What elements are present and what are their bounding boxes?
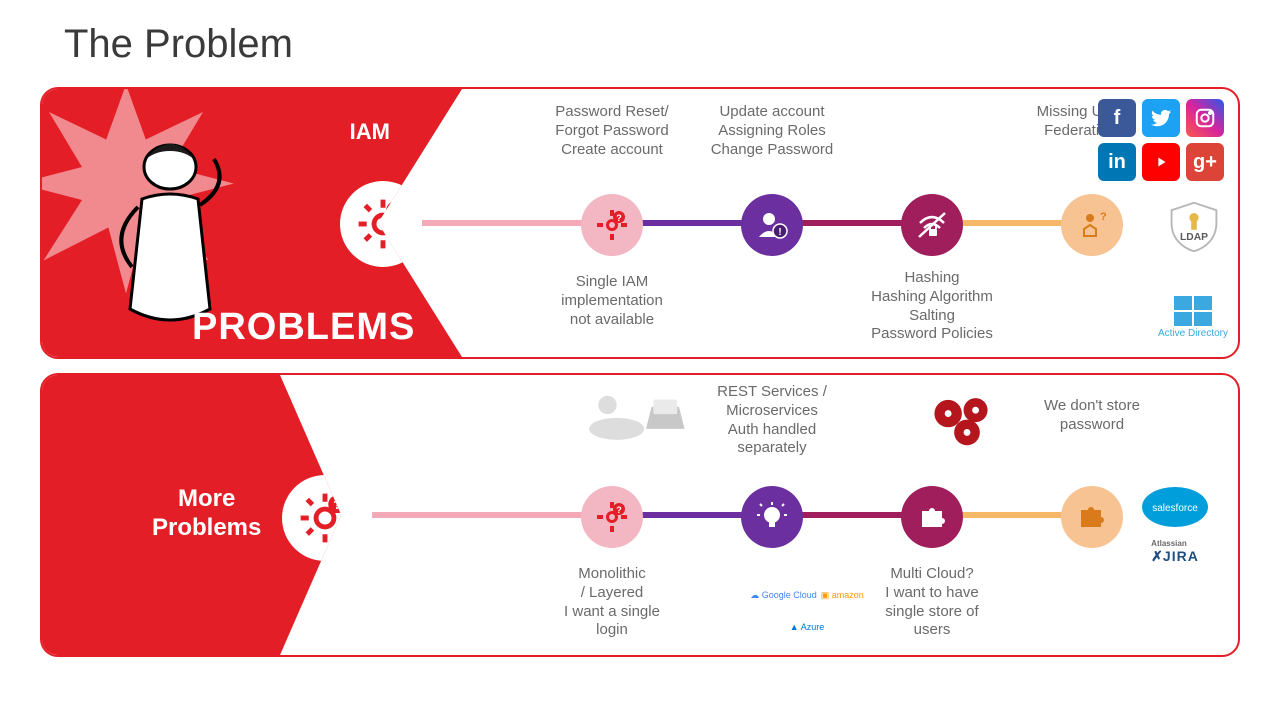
svg-text:?: ? — [391, 203, 399, 218]
panel-iam-problems: IAM PROBLEMS ? — [40, 87, 1240, 359]
youtube-icon — [1142, 143, 1180, 181]
label-multicloud: Multi Cloud?I want to havesingle store o… — [847, 565, 1017, 640]
timeline2-seg-0 — [372, 512, 612, 518]
svg-text:?: ? — [616, 213, 622, 223]
social-icons: f in g+ — [1098, 99, 1224, 181]
gear-icon: ? — [596, 209, 628, 241]
user-alert-icon: ! — [756, 209, 788, 241]
iam-label: IAM — [350, 119, 390, 145]
node-federation: ? — [1061, 194, 1123, 256]
wifi-lock-icon — [916, 209, 948, 241]
problems-label: PROBLEMS — [192, 306, 415, 349]
label-microservices: REST Services /MicroservicesAuth handled… — [687, 383, 857, 458]
facebook-icon: f — [1098, 99, 1136, 137]
node-nopassword — [1061, 486, 1123, 548]
svg-text:?: ? — [616, 505, 622, 515]
iam-gear-circle: ? — [340, 181, 426, 267]
label-monolithic: Monolithic/ LayeredI want a singlelogin — [527, 565, 697, 640]
red-wedge-top: IAM PROBLEMS ? — [42, 89, 462, 357]
svg-text:LDAP: LDAP — [1180, 232, 1208, 243]
node-create-account: ? — [581, 194, 643, 256]
cloud-logos: ☁ Google Cloud ▣ amazon ▲ Azure — [742, 581, 872, 641]
svg-text:!: ! — [778, 227, 781, 238]
page-title: The Problem — [0, 0, 1280, 67]
gear-question-icon: ? — [357, 198, 409, 250]
node-monolithic: ? — [581, 486, 643, 548]
panel-more-problems: MoreProblems ? ? Monolithic/ — [40, 373, 1240, 657]
puzzle-icon — [916, 501, 948, 533]
svg-text:?: ? — [1100, 211, 1107, 223]
active-directory-icon: Active Directory — [1158, 296, 1228, 339]
salesforce-icon: salesforce — [1140, 485, 1210, 529]
node-microservices — [741, 486, 803, 548]
node-hashing — [901, 194, 963, 256]
linkedin-icon: in — [1098, 143, 1136, 181]
label-update-account: Update accountAssigning RolesChange Pass… — [687, 103, 857, 159]
svg-text:?: ? — [333, 497, 341, 512]
label-password-reset: Password Reset/Forgot PasswordCreate acc… — [527, 103, 697, 159]
thinking-person-icon — [580, 387, 690, 445]
googleplus-icon: g+ — [1186, 143, 1224, 181]
node-update-account: ! — [741, 194, 803, 256]
instagram-icon — [1186, 99, 1224, 137]
red-wedge-bottom: MoreProblems ? — [42, 375, 382, 655]
label-hashing: HashingHashing AlgorithmSaltingPassword … — [847, 269, 1017, 344]
frustrated-person-icon — [82, 129, 242, 329]
gear-question-icon: ? — [299, 492, 351, 544]
label-single-iam: Single IAMimplementationnot available — [527, 273, 697, 329]
gear-icon: ? — [596, 501, 628, 533]
jira-icon: Atlassian ✗JIRA — [1151, 539, 1199, 565]
gears-icon — [922, 393, 1012, 453]
right-logos: salesforce Atlassian ✗JIRA — [1130, 485, 1220, 565]
node-multicloud — [901, 486, 963, 548]
label-nopassword: We don't storepassword — [1007, 397, 1177, 435]
more-gear-circle: ? — [282, 475, 368, 561]
bulb-icon — [756, 501, 788, 533]
more-problems-label: MoreProblems — [152, 485, 261, 543]
person-question-icon: ? — [1076, 209, 1108, 241]
svg-text:salesforce: salesforce — [1152, 503, 1198, 514]
puzzle2-icon — [1076, 501, 1108, 533]
ldap-icon: LDAP — [1166, 199, 1222, 255]
twitter-icon — [1142, 99, 1180, 137]
